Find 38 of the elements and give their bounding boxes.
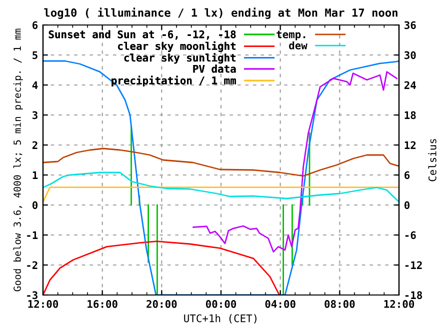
x-tick-label: 00:00 xyxy=(206,300,236,308)
y2-tick-label: 6 xyxy=(404,171,410,180)
y2-tick-label: -12 xyxy=(405,261,422,269)
x-tick-label: 12:00 xyxy=(28,300,58,308)
y2-tick-label: 24 xyxy=(404,81,416,89)
y2-tick-label: 30 xyxy=(404,51,416,60)
y-tick-label: 3 xyxy=(32,111,38,120)
y-tick-label: 6 xyxy=(32,21,38,30)
x-tick-label: 16:00 xyxy=(88,300,118,308)
legend-label: clear sky sunlight xyxy=(124,52,236,64)
x-tick-label: 12:00 xyxy=(384,300,414,308)
y-tick-label: 2 xyxy=(32,141,38,149)
x-axis-title: UTC+1h (CET) xyxy=(184,314,256,324)
y2-tick-label: 12 xyxy=(404,141,416,149)
x-tick-label: 08:00 xyxy=(324,300,355,308)
legend-label: clear sky moonlight xyxy=(118,41,236,52)
y-tick-label: -2 xyxy=(27,261,38,269)
x-tick-label: 04:00 xyxy=(265,300,296,308)
y-tick-label: 5 xyxy=(32,51,38,60)
y-tick-label: 1 xyxy=(32,171,38,179)
y2-tick-label: 36 xyxy=(404,21,416,30)
y-axis-title: Good below 3.6, 4000 lx; 5 min precip. / 1 mm xyxy=(13,28,23,292)
y2-tick-label: -6 xyxy=(405,231,416,240)
y-tick-label: 4 xyxy=(32,81,38,89)
legend-label: dew xyxy=(289,41,308,50)
legend-label: temp. xyxy=(276,30,306,40)
y-tick-label: -3 xyxy=(27,291,38,300)
y2-tick-label: 0 xyxy=(404,201,410,210)
y2-tick-label: -18 xyxy=(405,291,422,300)
legend-label: Sunset and Sun at -6, -12, -18 xyxy=(48,30,236,40)
y2-tick-label: 18 xyxy=(404,111,416,120)
y-tick-label: -1 xyxy=(27,231,38,239)
legend-label: precipitation / 1 mm xyxy=(112,76,236,86)
y2-axis-title: Celsius xyxy=(428,139,436,182)
y-tick-label: 0 xyxy=(32,201,38,210)
chart-title: log10 ( illuminance / 1 lx) ending at Mon Mar 17 noon xyxy=(44,8,398,19)
x-tick-label: 20:00 xyxy=(146,300,177,308)
legend-label: PV data xyxy=(193,64,236,73)
